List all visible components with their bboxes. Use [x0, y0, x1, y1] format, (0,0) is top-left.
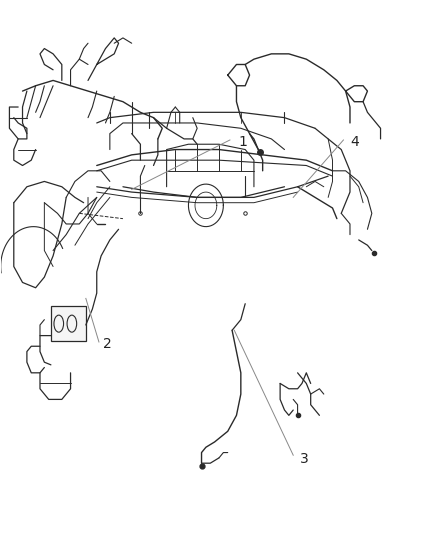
Bar: [51, 306, 86, 341]
Text: 2: 2: [103, 336, 112, 351]
Text: 3: 3: [300, 452, 308, 466]
Text: 1: 1: [239, 134, 247, 149]
Text: 4: 4: [350, 134, 359, 149]
